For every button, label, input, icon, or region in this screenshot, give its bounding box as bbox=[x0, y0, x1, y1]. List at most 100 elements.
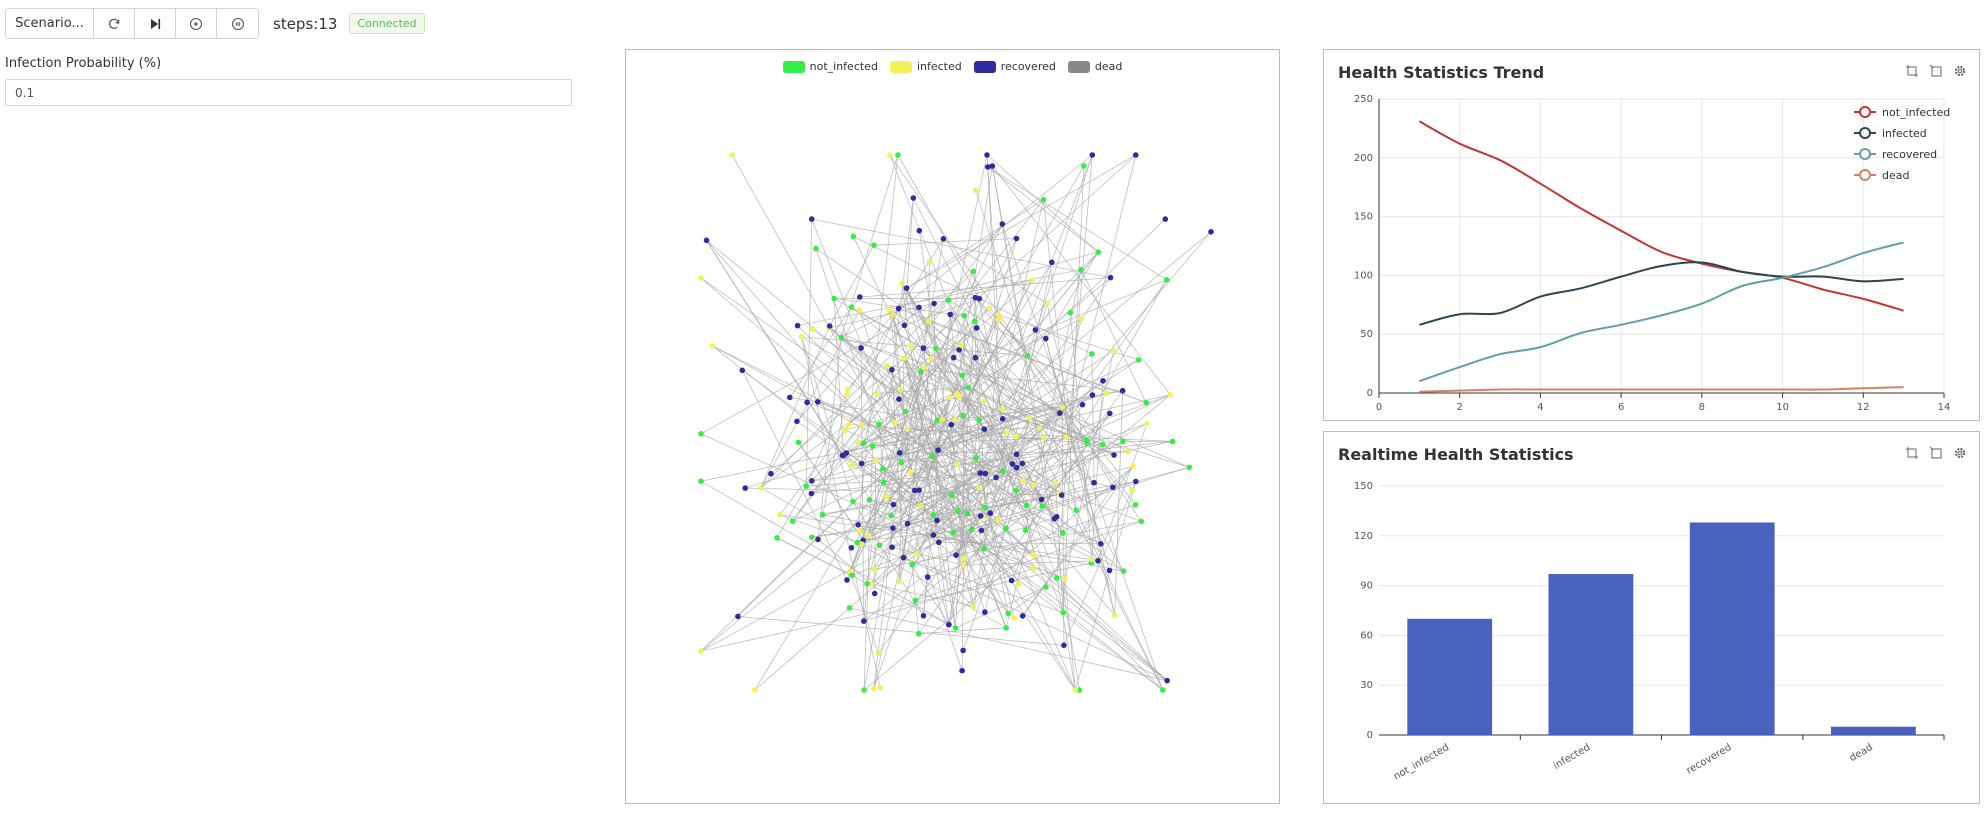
network-node[interactable] bbox=[961, 555, 967, 562]
network-node[interactable] bbox=[954, 391, 960, 397]
step-button[interactable] bbox=[135, 9, 176, 38]
network-legend-item-not-infected[interactable]: not_infected bbox=[782, 60, 878, 73]
network-node[interactable] bbox=[884, 363, 890, 369]
network-node[interactable] bbox=[928, 355, 934, 362]
network-node[interactable] bbox=[889, 367, 895, 373]
network-node[interactable] bbox=[1138, 518, 1145, 525]
network-node[interactable] bbox=[1078, 266, 1084, 273]
network-node[interactable] bbox=[972, 187, 979, 193]
network-node[interactable] bbox=[1057, 410, 1063, 417]
network-node[interactable] bbox=[924, 574, 931, 580]
network-node[interactable] bbox=[1120, 438, 1126, 445]
network-node[interactable] bbox=[1107, 274, 1114, 281]
network-node[interactable] bbox=[1009, 461, 1016, 467]
network-node[interactable] bbox=[981, 426, 988, 433]
network-node[interactable] bbox=[1061, 642, 1067, 649]
network-node[interactable] bbox=[845, 421, 852, 428]
network-node[interactable] bbox=[808, 534, 815, 541]
network-node[interactable] bbox=[1019, 613, 1026, 619]
network-node[interactable] bbox=[1100, 441, 1106, 448]
network-node[interactable] bbox=[844, 386, 851, 393]
network-node[interactable] bbox=[1031, 552, 1038, 559]
network-node[interactable] bbox=[892, 419, 898, 426]
network-node[interactable] bbox=[1059, 404, 1065, 411]
network-node[interactable] bbox=[982, 609, 988, 615]
network-node[interactable] bbox=[890, 312, 896, 318]
network-legend-item-infected[interactable]: infected bbox=[889, 60, 962, 73]
network-node[interactable] bbox=[904, 426, 911, 433]
network-node[interactable] bbox=[1079, 401, 1086, 408]
network-node[interactable] bbox=[902, 408, 909, 415]
network-node[interactable] bbox=[909, 561, 915, 568]
network-node[interactable] bbox=[889, 544, 895, 550]
network-node[interactable] bbox=[926, 259, 933, 265]
network-node[interactable] bbox=[1120, 568, 1127, 574]
network-node[interactable] bbox=[1000, 468, 1006, 474]
network-node[interactable] bbox=[876, 542, 883, 548]
network-node[interactable] bbox=[768, 470, 774, 477]
network-node[interactable] bbox=[874, 390, 880, 397]
network-node[interactable] bbox=[1133, 152, 1139, 158]
network-node[interactable] bbox=[808, 490, 815, 497]
network-node[interactable] bbox=[742, 485, 748, 491]
network-node[interactable] bbox=[899, 280, 905, 287]
network-node[interactable] bbox=[698, 431, 704, 437]
network-node[interactable] bbox=[1060, 530, 1066, 536]
network-node[interactable] bbox=[950, 530, 956, 536]
network-node[interactable] bbox=[1089, 351, 1095, 357]
network-node[interactable] bbox=[959, 372, 965, 379]
network-node[interactable] bbox=[1144, 420, 1150, 427]
network-node[interactable] bbox=[895, 305, 902, 312]
network-node[interactable] bbox=[986, 305, 993, 311]
network-node[interactable] bbox=[1110, 348, 1117, 354]
network-node[interactable] bbox=[1031, 565, 1037, 572]
reset-button[interactable] bbox=[94, 9, 135, 38]
network-node[interactable] bbox=[794, 322, 801, 329]
network-node[interactable] bbox=[871, 590, 878, 597]
network-node[interactable] bbox=[969, 526, 975, 533]
network-node[interactable] bbox=[996, 312, 1002, 319]
network-node[interactable] bbox=[993, 474, 999, 481]
network-node[interactable] bbox=[1072, 687, 1079, 693]
network-node[interactable] bbox=[1013, 487, 1019, 494]
network-node[interactable] bbox=[931, 300, 937, 307]
network-node[interactable] bbox=[1111, 452, 1117, 458]
network-node[interactable] bbox=[949, 492, 955, 499]
network-node[interactable] bbox=[955, 507, 961, 514]
network-node[interactable] bbox=[1081, 163, 1087, 169]
network-node[interactable] bbox=[972, 354, 979, 361]
network-node[interactable] bbox=[880, 466, 886, 472]
network-node[interactable] bbox=[940, 236, 947, 242]
network-node[interactable] bbox=[850, 498, 856, 505]
network-node[interactable] bbox=[1022, 527, 1029, 533]
network-node[interactable] bbox=[1038, 496, 1045, 503]
network-node[interactable] bbox=[970, 268, 977, 275]
network-node[interactable] bbox=[735, 613, 741, 620]
network-node[interactable] bbox=[916, 227, 923, 234]
network-node[interactable] bbox=[871, 242, 877, 248]
network-node[interactable] bbox=[846, 605, 853, 611]
network-node[interactable] bbox=[984, 152, 990, 158]
network-node[interactable] bbox=[929, 453, 936, 460]
trend-legend-item-dead[interactable]: dead bbox=[1854, 169, 1909, 182]
network-node[interactable] bbox=[1132, 502, 1139, 508]
network-node[interactable] bbox=[871, 566, 877, 573]
network-node[interactable] bbox=[1005, 610, 1011, 617]
network-node[interactable] bbox=[1044, 300, 1050, 307]
network-node[interactable] bbox=[985, 164, 991, 170]
network-node[interactable] bbox=[935, 447, 941, 453]
gear-icon[interactable] bbox=[1951, 62, 1969, 80]
network-node[interactable] bbox=[698, 648, 704, 654]
network-node[interactable] bbox=[1013, 235, 1020, 242]
network-node[interactable] bbox=[861, 440, 867, 447]
network-node[interactable] bbox=[1043, 584, 1049, 590]
network-node[interactable] bbox=[977, 513, 984, 519]
network-node[interactable] bbox=[918, 368, 924, 375]
network-node[interactable] bbox=[1054, 575, 1060, 581]
network-node[interactable] bbox=[904, 520, 911, 527]
network-node[interactable] bbox=[1003, 525, 1009, 532]
network-node[interactable] bbox=[858, 422, 865, 428]
network-node[interactable] bbox=[898, 459, 904, 466]
network-node[interactable] bbox=[1052, 480, 1059, 486]
network-node[interactable] bbox=[798, 334, 805, 340]
